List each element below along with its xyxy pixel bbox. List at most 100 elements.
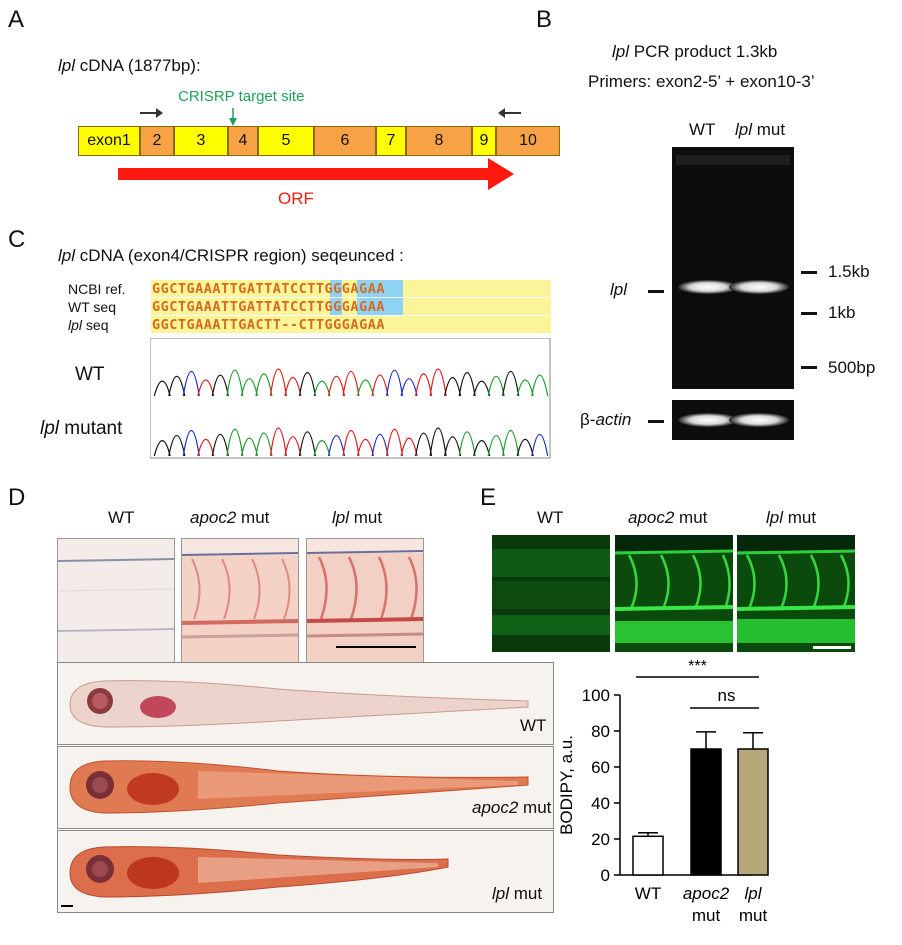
x-tick-label: lpl [744,884,762,903]
trace-label-wt: WT [75,364,105,385]
fluorescence-lpl-mut [737,535,855,652]
trace-peak [415,373,433,397]
trace-peak [342,430,360,457]
gene-name: lpl [492,884,510,903]
whole-fish-lpl-mut [57,830,554,913]
title-rest: cDNA (1877bp): [75,56,201,75]
title-rest: PCR product 1.3kb [629,42,778,61]
micrograph-lpl-mut [306,538,424,663]
trace-peak [211,374,229,397]
trace-peak [429,427,447,457]
seq-text-ncbi: GGCTGAAATTGATTATCCTTGGGAGAA [152,281,385,297]
gene-name: lpl [735,120,753,139]
trace-label-lpl-mutant: lpl mutant [40,418,122,440]
trace-peak [516,438,534,457]
exon-6: 6 [314,126,376,156]
trace-peak [516,379,534,397]
band-tick-left [648,290,664,293]
col-label-d-wt: WT [108,508,135,527]
highlight-wt-atc [357,298,403,315]
trace-peak [487,434,505,457]
fish-label-wt: WT [520,716,547,735]
trace-peak [211,433,229,457]
bar [690,748,722,876]
actin-band-lpl-mut [729,413,789,427]
trace-peak [226,428,244,457]
trace-peak [386,428,404,457]
col-label-d-lpl: lpl mut [332,508,382,528]
band-lpl-mut [729,280,789,294]
trace-peak [182,371,200,397]
trace-peak [284,376,302,397]
fish-label-apoc2: apoc2 mut [472,798,551,818]
gene-name: lpl [766,508,784,527]
trace-peak [182,430,200,457]
trace-peak [458,372,476,397]
panel-a-title: lpl cDNA (1877bp): [58,56,201,76]
col-label-e-lpl: lpl mut [766,508,816,528]
band-wt [678,280,738,294]
trace-peak [371,374,389,397]
ladder-tick-1kb [801,312,817,315]
label-rest: mutant [59,418,123,439]
seq-bg-ncbi [151,280,551,297]
trace-peak [487,375,505,397]
seq-row-name-ncbi: NCBI ref. [68,281,126,297]
gene-name: apoc2 [628,508,675,527]
trace-peak [473,440,491,457]
panel-c-title: lpl cDNA (exon4/CRISPR region) seqeunced… [58,246,404,266]
trace-peak [327,375,346,397]
exon-8: 8 [406,126,472,156]
panel-b-primers: Primers: exon2-5’ + exon10-3’ [588,72,815,91]
trace-peak [502,371,520,397]
col-label-e-apoc2: apoc2 mut [628,508,707,528]
seq-bg-wt [151,298,551,315]
panel-b-title: lpl PCR product 1.3kb [612,42,777,62]
label-rest: mut [518,798,552,817]
actin-tick [648,420,664,423]
seq-text-wt: GGCTGAAATTGATTATCCTTGGGAGAA [152,299,385,315]
orf-arrow [118,158,514,190]
exon-7: 7 [376,126,406,156]
y-tick-label: 20 [591,830,610,849]
chromatogram-wt [153,368,549,397]
seq-text-lpl: GGCTGAAATTGACTT--CTTGGGAGAA [152,317,385,333]
trace-peak [458,431,476,457]
ladder-label-1kb: 1kb [828,303,856,322]
panel-label-b: B [536,6,553,33]
chromatogram-traces [150,338,551,459]
title-rest: cDNA (exon4/CRISPR region) seqeunced : [75,246,404,265]
y-axis-label: BODIPY, a.u. [557,735,576,835]
bar [737,748,769,876]
trace-peak [197,379,215,397]
trace-peak [502,430,520,457]
trace-peak [356,379,375,397]
panel-a-arrows [118,108,521,190]
panel-label-a: A [8,6,25,33]
trace-peak [197,438,215,457]
y-tick-label: 60 [591,758,610,777]
scale-bar-fluorescence [813,646,851,649]
fluorescence-apoc2-mut [615,535,733,652]
ladder-tick-500bp [801,366,817,369]
ladder-label-1-5kb: 1.5kb [828,262,870,281]
gene-name: lpl [40,418,60,439]
lane-label-wt: WT [689,120,716,139]
label-rest: mut [509,884,543,903]
trace-peak [298,372,316,397]
actin-gel-image [672,400,794,440]
trace-peak [298,431,316,457]
actin-gene: actin [595,410,632,429]
trace-peak [168,434,186,457]
trace-peak [226,369,244,397]
trace-peak [444,376,462,397]
seq-row-name-wt: WT seq [68,299,116,315]
trace-peak [153,380,171,397]
highlight-ncbi-atc [357,280,403,297]
exon-4: 4 [228,126,258,156]
y-tick-label: 40 [591,794,610,813]
y-tick-label: 0 [601,866,610,885]
trace-peak [313,440,331,457]
exon-5: 5 [258,126,314,156]
x-tick-label: WT [635,884,661,903]
